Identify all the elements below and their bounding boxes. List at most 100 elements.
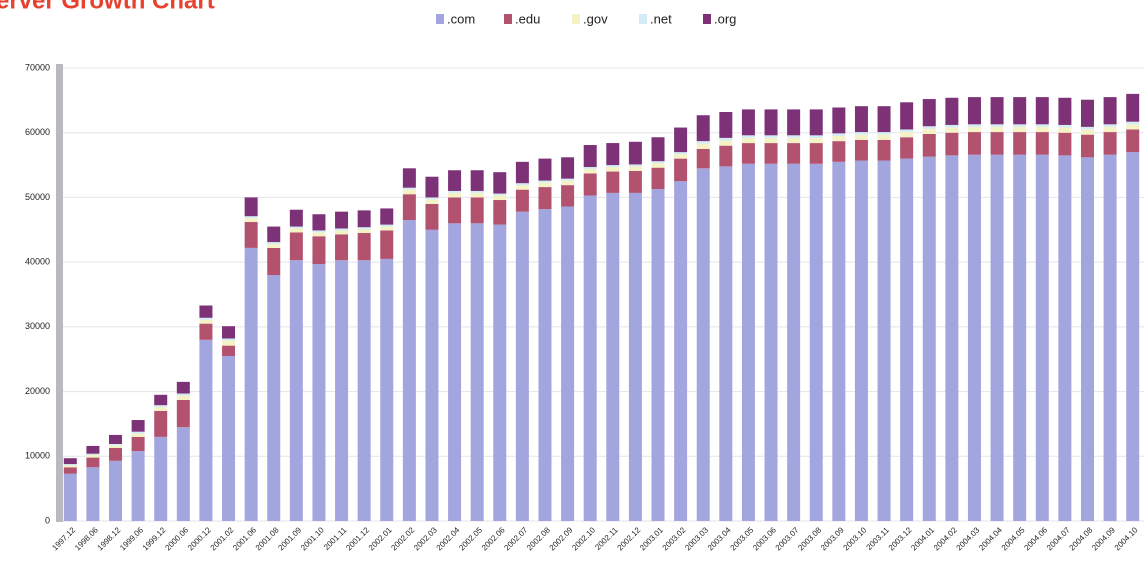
bar-segment	[628, 141, 642, 165]
bar-segment	[109, 443, 123, 446]
y-tick-label: 70000	[25, 62, 50, 72]
bar-segment	[380, 208, 394, 225]
y-axis-bar	[56, 64, 63, 522]
bar-segment	[967, 126, 981, 133]
bar-segment	[922, 99, 936, 127]
bar-segment	[289, 232, 303, 261]
bar-segment	[176, 399, 190, 428]
bar-segment	[63, 465, 77, 468]
bar-segment	[877, 160, 891, 521]
bar-segment	[222, 345, 236, 356]
bar-segment	[267, 275, 281, 521]
bar-segment	[154, 410, 168, 437]
bar-segment	[990, 132, 1004, 155]
bar-segment	[289, 260, 303, 521]
bar-segment	[425, 199, 439, 204]
bar-segment	[764, 143, 778, 164]
bar-segment	[380, 224, 394, 227]
bar-segment	[538, 209, 552, 521]
legend-swatch	[436, 14, 444, 24]
bar-segment	[606, 171, 620, 193]
bar-segment	[448, 170, 462, 191]
bar-segment	[719, 166, 733, 521]
bar-segment	[335, 228, 349, 231]
bar-segment	[515, 189, 529, 212]
bar-segment	[1013, 126, 1027, 133]
bar-segment	[289, 226, 303, 229]
bar-segment	[967, 124, 981, 127]
bar-segment	[809, 109, 823, 136]
bar-segment	[448, 190, 462, 193]
bar-segment	[877, 106, 891, 133]
bar-segment	[900, 132, 914, 138]
bar-segment	[357, 233, 371, 261]
bar-segment	[86, 454, 100, 458]
bar-segment	[945, 132, 959, 156]
bar-segment	[244, 216, 258, 219]
bar-segment	[131, 433, 145, 437]
bar-segment	[1080, 126, 1094, 130]
bar-segment	[515, 185, 529, 190]
bar-segment	[606, 165, 620, 168]
bar-segment	[990, 124, 1004, 127]
bar-segment	[696, 148, 710, 169]
bar-segment	[809, 163, 823, 521]
bar-segment	[131, 420, 145, 432]
bar-segment	[696, 143, 710, 149]
bar-segment	[1013, 124, 1027, 127]
bar-segment	[764, 163, 778, 521]
bar-segment	[402, 168, 416, 188]
bar-segment	[176, 395, 190, 400]
bar-segment	[1035, 124, 1049, 127]
bar-segment	[696, 168, 710, 522]
bar-segment	[199, 323, 213, 340]
bar-segment	[131, 436, 145, 452]
bar-segment	[515, 183, 529, 186]
bar-segment	[538, 182, 552, 188]
bar-segment	[583, 173, 597, 196]
y-tick-label: 20000	[25, 386, 50, 396]
bar-segment	[561, 178, 575, 181]
bar-segment	[538, 158, 552, 181]
bar-segment	[561, 157, 575, 179]
bar-segment	[1080, 134, 1094, 158]
bar-segment	[402, 220, 416, 522]
bar-segment	[1058, 124, 1072, 128]
bar-segment	[312, 264, 326, 521]
bar-segment	[651, 163, 665, 168]
bar-segment	[945, 97, 959, 125]
bar-segment	[651, 167, 665, 190]
bar-segment	[154, 394, 168, 406]
bar-segment	[764, 135, 778, 138]
legend-label: .edu	[515, 11, 540, 26]
bar-segment	[651, 137, 665, 162]
bar-segment	[63, 464, 77, 466]
bar-segment	[199, 317, 213, 320]
bar-segment	[832, 135, 846, 142]
bar-segment	[787, 109, 801, 136]
bar-segment	[425, 197, 439, 200]
bar-segment	[448, 223, 462, 522]
bar-segment	[86, 467, 100, 521]
bar-segment	[312, 230, 326, 233]
bar-segment	[719, 137, 733, 141]
bar-segment	[335, 234, 349, 261]
bar-segment	[131, 431, 145, 434]
bar-segment	[1126, 121, 1140, 125]
bar-segment	[1126, 129, 1140, 153]
bar-segment	[809, 135, 823, 138]
bar-segment	[809, 137, 823, 144]
bar-segment	[674, 158, 688, 182]
bar-segment	[674, 152, 688, 155]
bar-segment	[719, 140, 733, 146]
bar-segment	[651, 161, 665, 164]
bar-segment	[1035, 97, 1049, 125]
bar-segment	[199, 319, 213, 324]
bar-segment	[1058, 127, 1072, 133]
bar-segment	[86, 445, 100, 454]
bar-segment	[244, 247, 258, 522]
bar-segment	[267, 244, 281, 248]
bar-segment	[900, 137, 914, 159]
bar-segment	[1080, 99, 1094, 127]
bar-segment	[945, 127, 959, 133]
